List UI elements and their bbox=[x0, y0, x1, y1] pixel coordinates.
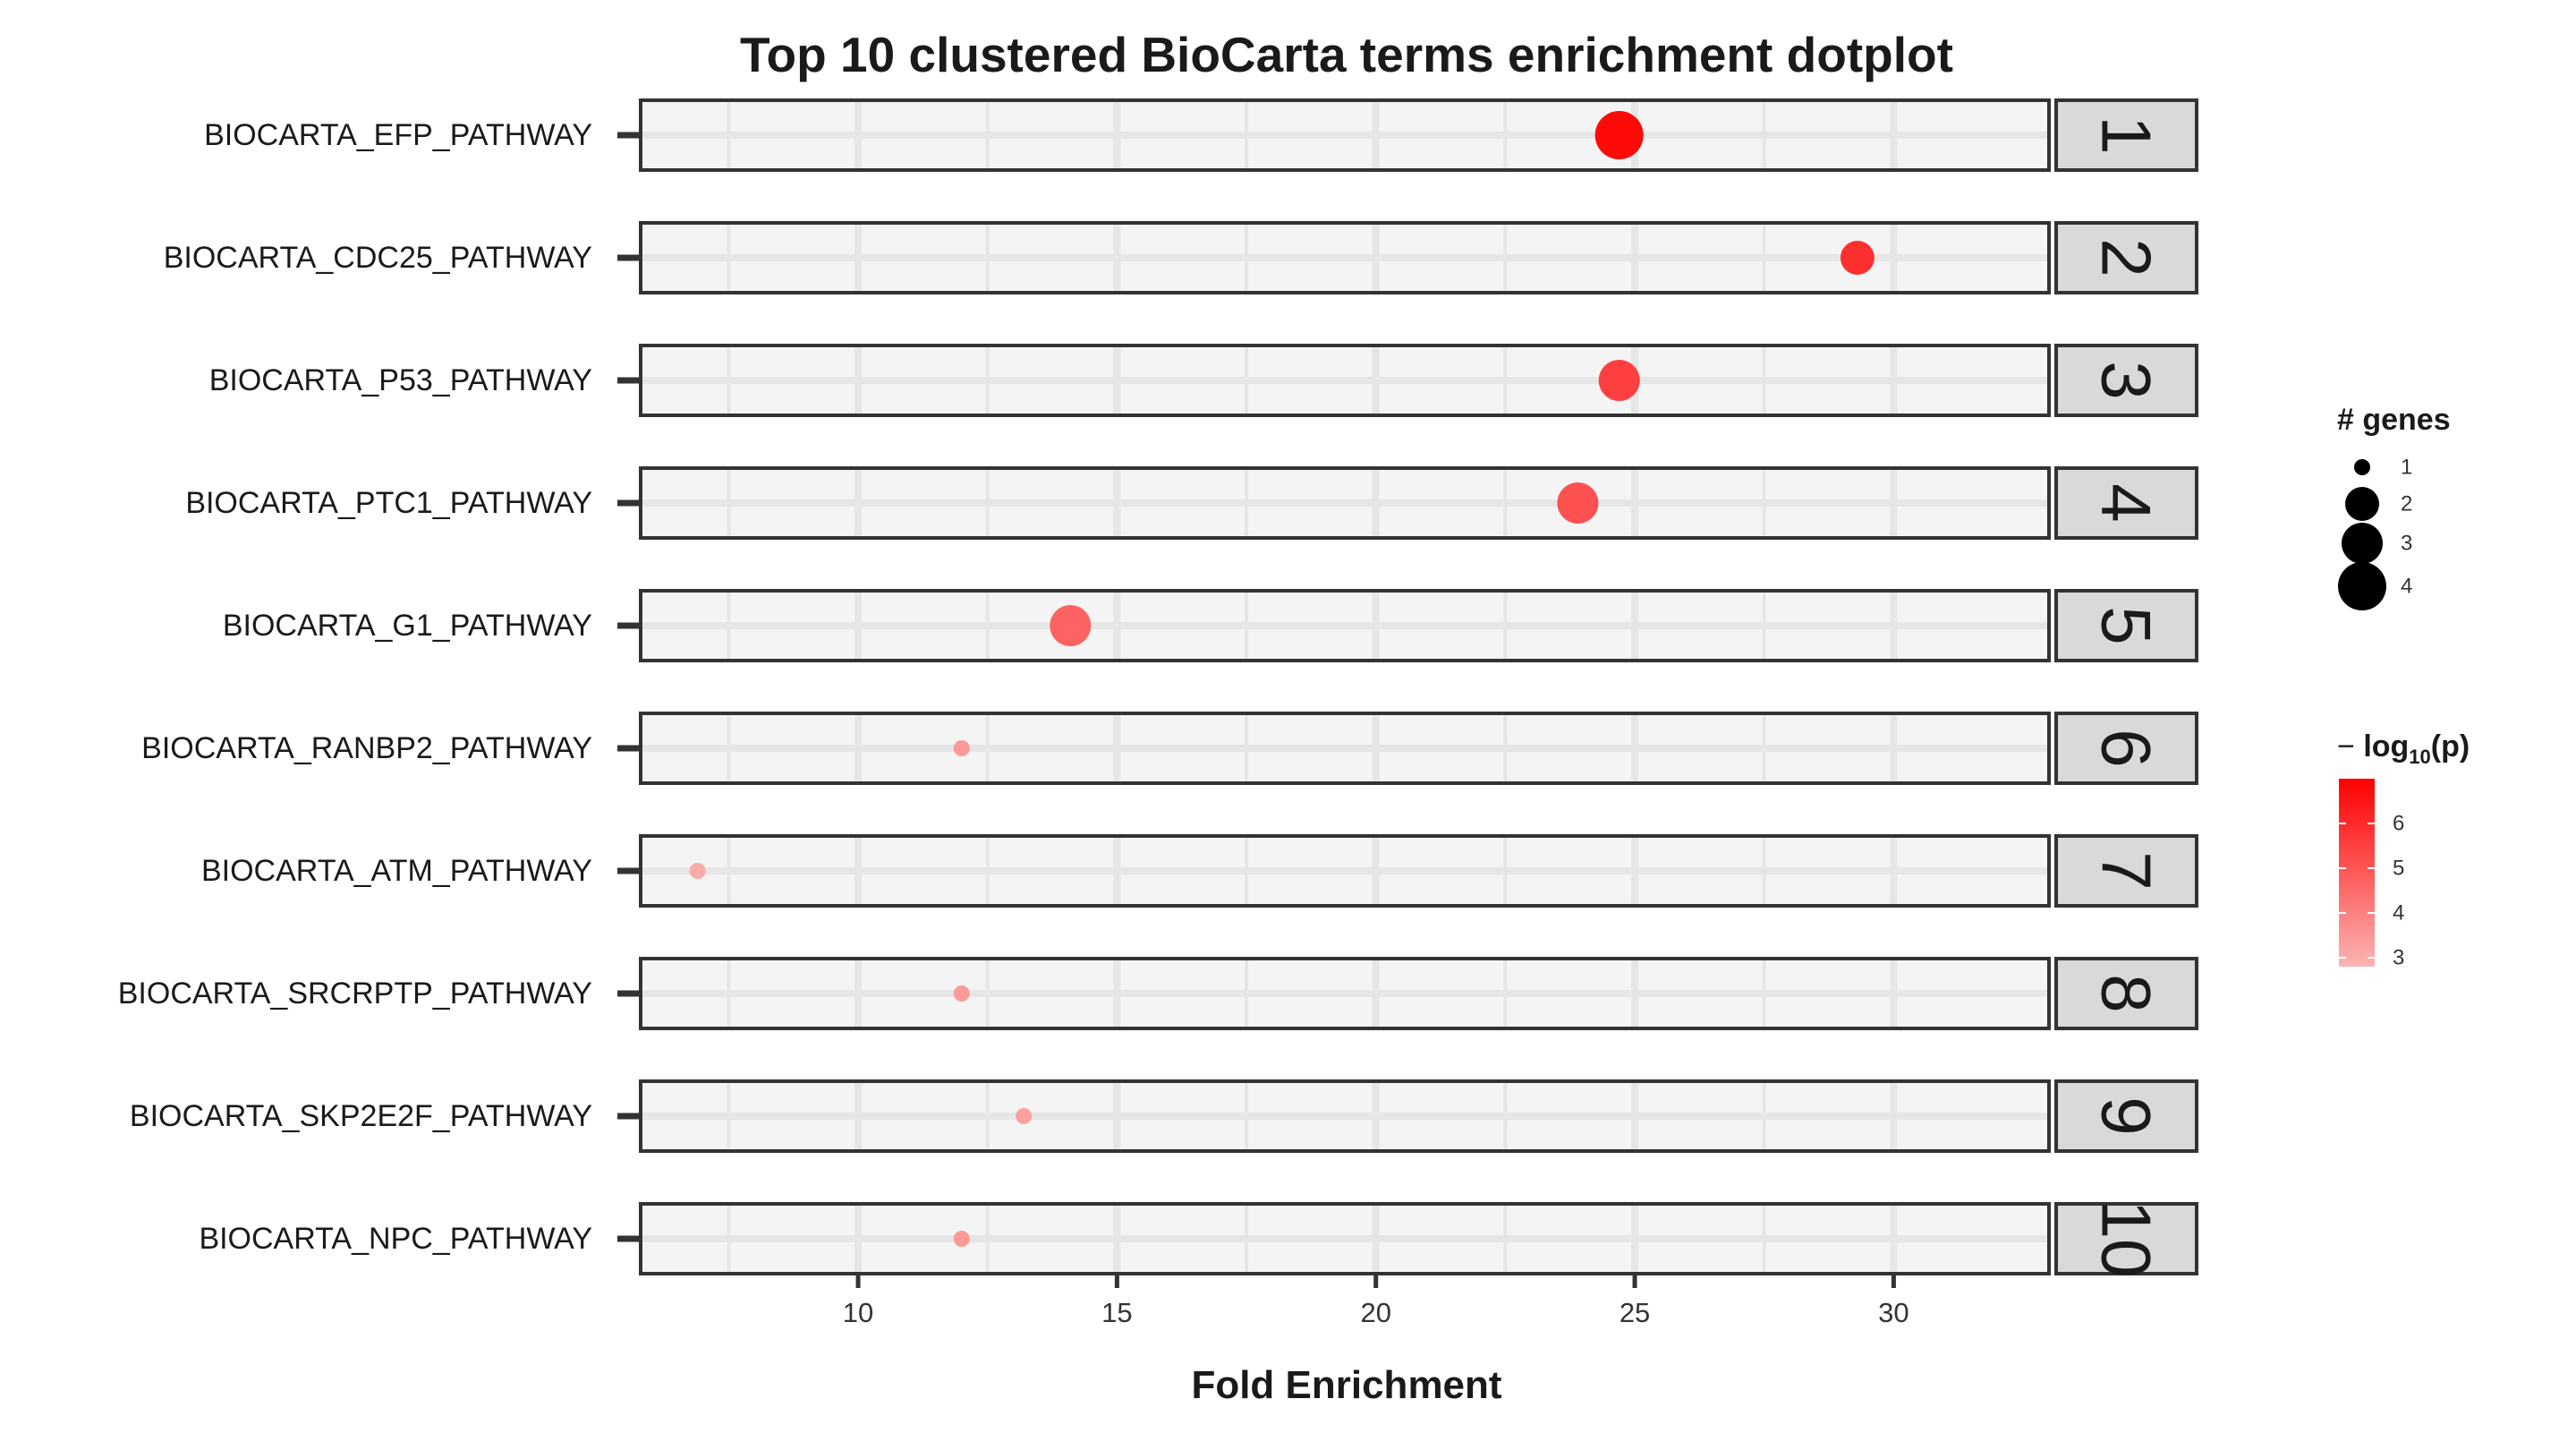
facet-strip-label: 1 bbox=[2087, 115, 2166, 154]
data-point bbox=[953, 985, 970, 1002]
data-point bbox=[1557, 482, 1599, 524]
data-point bbox=[953, 740, 970, 756]
x-tick-label: 10 bbox=[843, 1297, 873, 1328]
size-legend-key bbox=[2354, 459, 2370, 475]
facet-strip-label: 4 bbox=[2087, 483, 2166, 522]
size-legend-label: 1 bbox=[2401, 456, 2412, 480]
x-axis: 10 15 20 25 30 bbox=[843, 1274, 1909, 1328]
color-legend-label: 6 bbox=[2393, 812, 2404, 836]
data-point bbox=[1840, 241, 1875, 275]
y-tick-label: BIOCARTA_P53_PATHWAY bbox=[209, 363, 592, 397]
size-legend-label: 2 bbox=[2401, 492, 2412, 516]
facet-strip-label: 6 bbox=[2087, 729, 2166, 767]
facet-strip-label: 2 bbox=[2087, 238, 2166, 277]
facet-strip-9 bbox=[2054, 1079, 2198, 1153]
facet-panels: 1 2 3 4 5 6 7 8 9 10 bbox=[639, 98, 2198, 1278]
facet-strip-7 bbox=[2054, 834, 2198, 908]
x-tick-label: 20 bbox=[1360, 1297, 1390, 1328]
x-tick-label: 15 bbox=[1101, 1297, 1132, 1328]
facet-strip-10 bbox=[2054, 1202, 2198, 1275]
facet-strip-4 bbox=[2054, 466, 2198, 540]
data-point bbox=[1050, 605, 1092, 646]
facet-strip-3 bbox=[2054, 344, 2198, 417]
y-tick-label: BIOCARTA_EFP_PATHWAY bbox=[204, 118, 592, 152]
y-tick-label: BIOCARTA_ATM_PATHWAY bbox=[201, 854, 592, 888]
data-points bbox=[689, 111, 1875, 1247]
size-legend-key bbox=[2338, 562, 2386, 610]
facet-strip-2 bbox=[2054, 221, 2198, 294]
color-legend-label: 4 bbox=[2393, 901, 2404, 925]
x-axis-label: Fold Enrichment bbox=[1191, 1363, 1501, 1407]
color-legend-bar bbox=[2339, 779, 2375, 967]
y-tick-label: BIOCARTA_RANBP2_PATHWAY bbox=[141, 731, 592, 765]
facet-strip-5 bbox=[2054, 589, 2198, 662]
color-legend-label: 5 bbox=[2393, 857, 2404, 881]
facet-strip-label: 9 bbox=[2087, 1096, 2166, 1135]
facet-strip-label: 8 bbox=[2087, 974, 2166, 1012]
y-tick-label: BIOCARTA_G1_PATHWAY bbox=[223, 609, 592, 643]
y-tick-label: BIOCARTA_CDC25_PATHWAY bbox=[164, 241, 592, 275]
y-tick-label: BIOCARTA_SKP2E2F_PATHWAY bbox=[130, 1099, 592, 1133]
size-legend-key bbox=[2345, 487, 2379, 521]
data-point bbox=[1598, 360, 1640, 401]
data-point bbox=[1594, 111, 1644, 159]
size-legend-label: 4 bbox=[2401, 575, 2412, 599]
y-tick-label: BIOCARTA_PTC1_PATHWAY bbox=[185, 486, 592, 520]
size-legend-label: 3 bbox=[2401, 532, 2412, 556]
x-tick-label: 30 bbox=[1878, 1297, 1909, 1328]
color-legend-label: 3 bbox=[2393, 946, 2404, 970]
facet-strip-label: 3 bbox=[2087, 361, 2166, 399]
size-legend: # genes 1 2 3 4 bbox=[2337, 403, 2451, 610]
y-tick-label: BIOCARTA_NPC_PATHWAY bbox=[199, 1222, 592, 1256]
size-legend-title: # genes bbox=[2337, 403, 2451, 437]
color-legend-title: − log10(p) bbox=[2337, 729, 2470, 768]
facet-strip-label: 5 bbox=[2087, 606, 2166, 644]
facet-strip-6 bbox=[2054, 712, 2198, 785]
data-point bbox=[1016, 1108, 1033, 1124]
data-point bbox=[689, 863, 706, 879]
y-tick-label: BIOCARTA_SRCRPTP_PATHWAY bbox=[118, 977, 592, 1011]
size-legend-key bbox=[2342, 523, 2383, 564]
data-point bbox=[953, 1231, 970, 1247]
x-tick-label: 25 bbox=[1620, 1297, 1650, 1328]
color-legend: − log10(p) 3 4 5 6 bbox=[2337, 729, 2470, 970]
facet-strip-label: 7 bbox=[2087, 851, 2166, 890]
facet-strip-1 bbox=[2054, 98, 2198, 172]
y-axis-labels: BIOCARTA_EFP_PATHWAY BIOCARTA_CDC25_PATHW… bbox=[118, 118, 641, 1256]
chart-title: Top 10 clustered BioCarta terms enrichme… bbox=[740, 27, 1953, 82]
facet-strip-8 bbox=[2054, 957, 2198, 1030]
facet-strip-label: 10 bbox=[2087, 1200, 2166, 1278]
